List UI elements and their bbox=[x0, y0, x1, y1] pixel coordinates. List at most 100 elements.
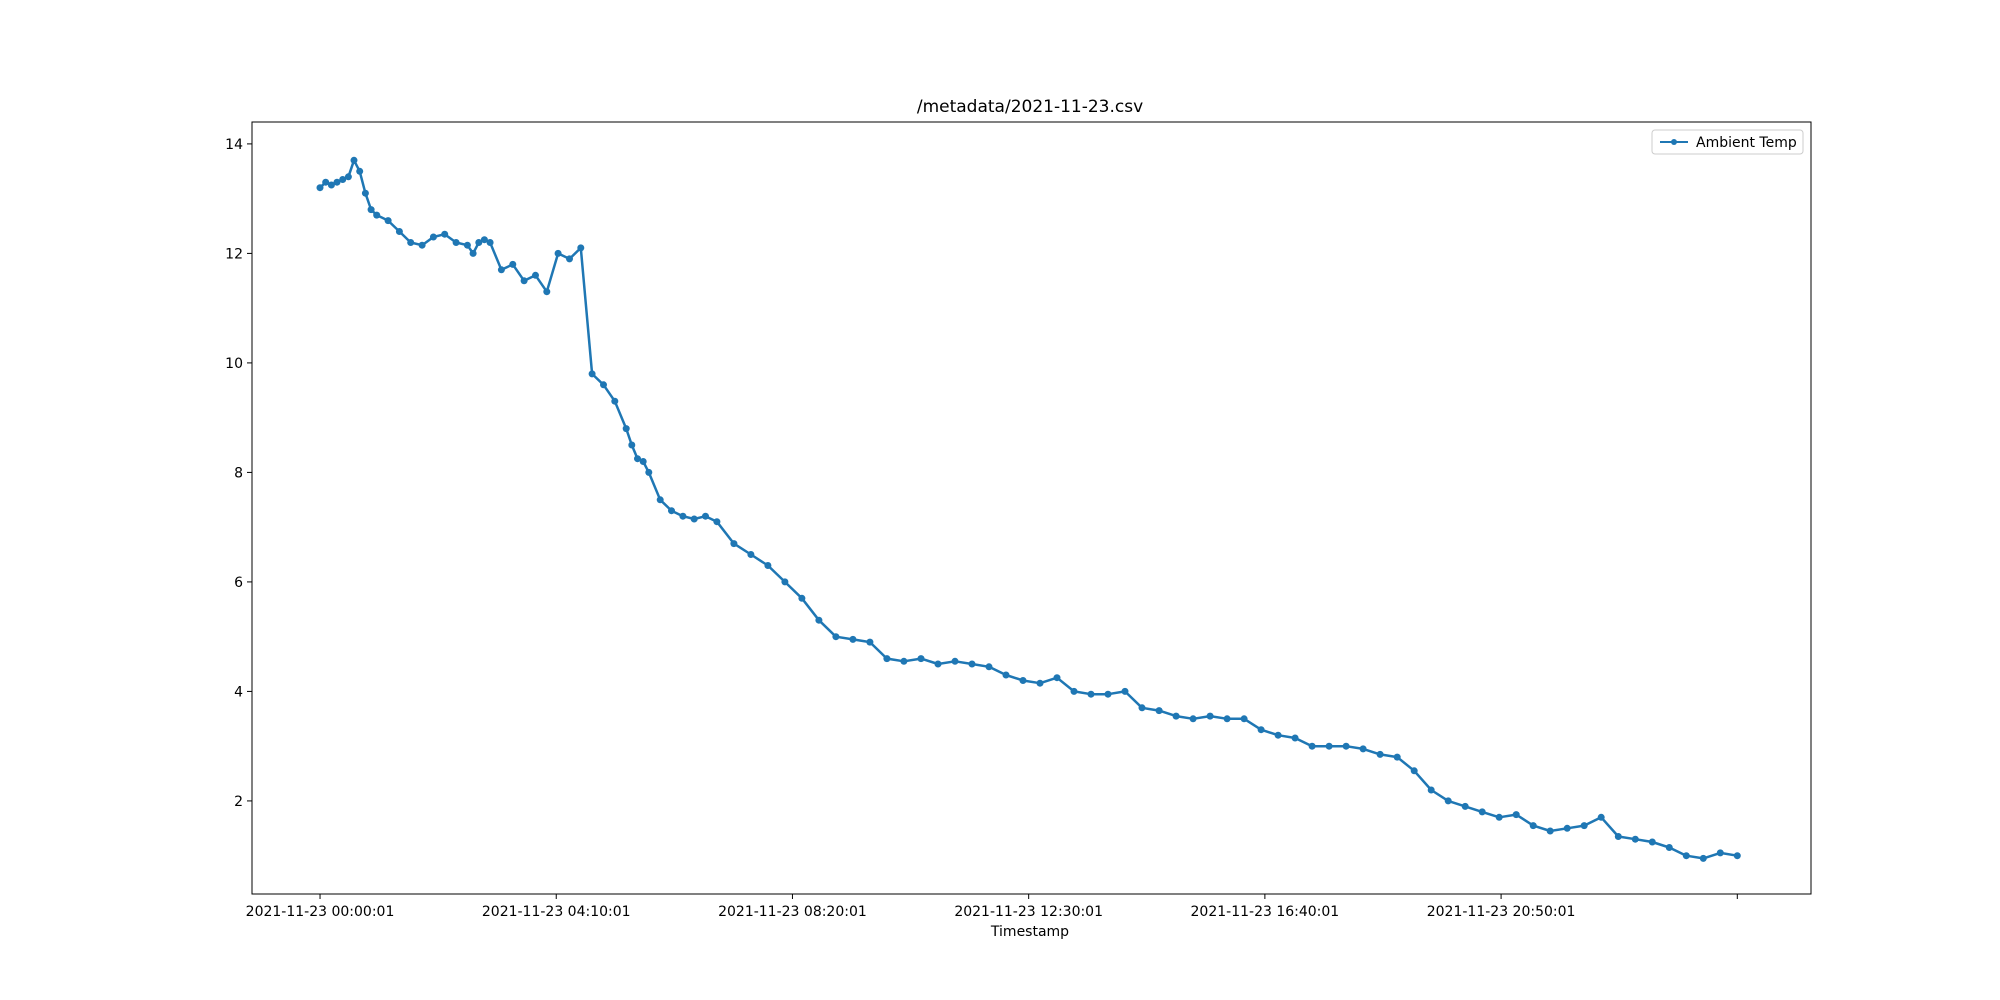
data-point bbox=[600, 381, 607, 389]
data-point bbox=[469, 249, 477, 257]
data-point bbox=[1597, 813, 1605, 821]
data-point bbox=[1257, 726, 1265, 734]
data-point bbox=[656, 496, 664, 504]
data-point bbox=[1308, 742, 1316, 750]
x-tick-label: 2021-11-23 04:10:01 bbox=[482, 904, 631, 920]
data-point bbox=[1631, 835, 1639, 843]
legend: Ambient Temp bbox=[1651, 129, 1804, 155]
data-point bbox=[679, 512, 687, 520]
x-tick-label: 2021-11-23 20:50:01 bbox=[1427, 904, 1576, 920]
data-point bbox=[764, 562, 772, 569]
y-tick-label: 2 bbox=[234, 794, 243, 810]
data-point bbox=[1104, 690, 1112, 698]
data-point bbox=[1393, 753, 1401, 761]
plot-frame bbox=[251, 121, 1812, 895]
data-point bbox=[333, 178, 341, 186]
data-point bbox=[622, 425, 630, 433]
x-tick-label: 2021-11-23 08:20:01 bbox=[718, 904, 867, 920]
data-point bbox=[532, 271, 539, 279]
x-tick-label: 2021-11-23 00:00:01 bbox=[246, 904, 395, 920]
data-point bbox=[588, 370, 596, 378]
data-point bbox=[344, 173, 352, 181]
data-point bbox=[1716, 849, 1724, 857]
data-point bbox=[1223, 715, 1231, 723]
data-point bbox=[497, 266, 505, 274]
data-point bbox=[463, 241, 471, 249]
data-point bbox=[645, 468, 653, 476]
data-point bbox=[832, 633, 840, 641]
data-point bbox=[781, 578, 789, 586]
data-point bbox=[577, 244, 585, 252]
data-point bbox=[1325, 742, 1333, 750]
data-point bbox=[475, 239, 483, 246]
data-point bbox=[1206, 712, 1214, 720]
data-point bbox=[322, 178, 330, 186]
data-point bbox=[747, 551, 755, 558]
data-point bbox=[815, 616, 823, 624]
data-point bbox=[639, 458, 647, 465]
data-point bbox=[1529, 822, 1537, 830]
data-point bbox=[350, 156, 358, 164]
data-point bbox=[1427, 786, 1435, 794]
data-point bbox=[934, 660, 942, 668]
data-point bbox=[1036, 679, 1044, 687]
data-point bbox=[1002, 671, 1010, 679]
legend-label: Ambient Temp bbox=[1696, 135, 1797, 151]
data-point bbox=[1342, 742, 1350, 750]
data-point bbox=[1189, 715, 1197, 723]
data-point bbox=[356, 167, 364, 175]
data-point bbox=[1121, 687, 1129, 695]
data-point bbox=[713, 518, 721, 526]
plot-area bbox=[316, 156, 1741, 862]
data-point bbox=[554, 249, 562, 257]
data-point bbox=[429, 233, 437, 241]
data-point bbox=[985, 663, 993, 671]
data-point bbox=[373, 211, 381, 219]
y-tick-label: 12 bbox=[225, 246, 243, 262]
data-point bbox=[418, 241, 426, 249]
y-tick-label: 4 bbox=[234, 684, 243, 700]
data-point bbox=[702, 512, 709, 520]
data-point bbox=[1359, 745, 1367, 753]
data-point bbox=[480, 236, 488, 244]
data-point bbox=[1087, 690, 1095, 698]
data-point bbox=[611, 397, 619, 405]
data-point bbox=[968, 660, 976, 668]
data-point bbox=[361, 189, 369, 197]
data-point bbox=[367, 206, 375, 214]
data-point bbox=[441, 230, 449, 238]
chart-title: /metadata/2021-11-23.csv bbox=[917, 97, 1143, 117]
data-point bbox=[1138, 704, 1146, 712]
data-point bbox=[1070, 687, 1078, 695]
data-point bbox=[1478, 808, 1486, 816]
data-point bbox=[951, 657, 959, 665]
data-point bbox=[730, 540, 738, 548]
x-axis-label: Timestamp bbox=[990, 924, 1069, 940]
data-point bbox=[1444, 797, 1452, 805]
x-tick-label: 2021-11-23 16:40:01 bbox=[1191, 904, 1340, 920]
data-point bbox=[1019, 677, 1027, 684]
legend-marker bbox=[1671, 139, 1677, 145]
data-point bbox=[628, 441, 636, 449]
data-point bbox=[634, 455, 641, 463]
data-point bbox=[486, 239, 494, 246]
y-tick-label: 6 bbox=[234, 575, 243, 591]
data-point bbox=[1546, 827, 1554, 835]
data-point bbox=[690, 515, 698, 523]
data-point bbox=[543, 288, 551, 296]
data-point bbox=[849, 635, 857, 643]
data-point bbox=[384, 217, 392, 225]
data-point bbox=[395, 228, 403, 235]
data-point bbox=[1495, 813, 1503, 821]
data-point bbox=[316, 184, 324, 192]
y-tick-label: 8 bbox=[234, 465, 243, 481]
data-point bbox=[566, 255, 573, 263]
data-point bbox=[452, 239, 460, 246]
data-point bbox=[883, 655, 891, 663]
data-point bbox=[900, 657, 908, 665]
data-point bbox=[1240, 715, 1248, 723]
x-axis: 2021-11-23 00:00:01 2021-11-23 04:10:01 20… bbox=[246, 894, 1738, 920]
data-point bbox=[1512, 811, 1520, 819]
data-point bbox=[1563, 824, 1571, 832]
